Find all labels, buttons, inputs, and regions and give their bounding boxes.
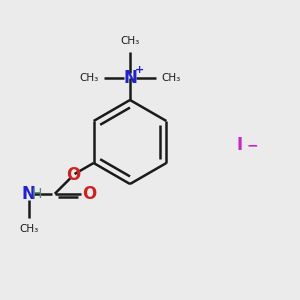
Text: CH₃: CH₃ xyxy=(161,73,180,83)
Text: O: O xyxy=(67,166,81,184)
Text: +: + xyxy=(134,65,144,75)
Text: N: N xyxy=(123,69,137,87)
Text: −: − xyxy=(246,138,258,152)
Text: CH₃: CH₃ xyxy=(80,73,99,83)
Text: CH₃: CH₃ xyxy=(120,36,140,46)
Text: I: I xyxy=(237,136,243,154)
Text: CH₃: CH₃ xyxy=(19,224,38,234)
Text: N: N xyxy=(22,185,36,203)
Text: O: O xyxy=(82,185,96,203)
Text: H: H xyxy=(32,187,42,201)
